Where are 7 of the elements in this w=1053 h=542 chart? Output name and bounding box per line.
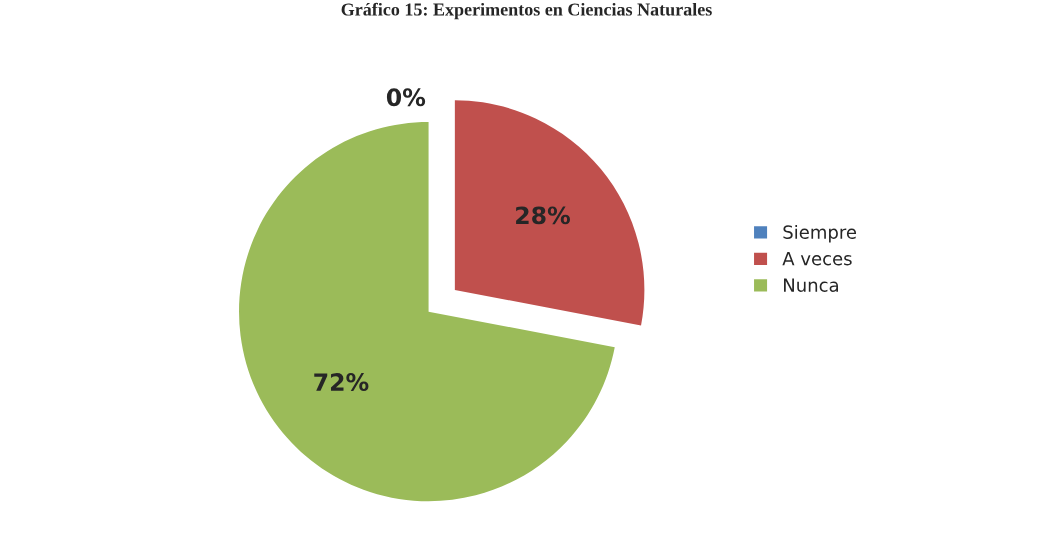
data-label: 28% bbox=[516, 206, 570, 225]
legend-label: Siempre bbox=[783, 224, 857, 243]
data-label: 72% bbox=[314, 373, 369, 391]
legend-label: Nunca bbox=[784, 278, 838, 292]
legend-label: A veces bbox=[782, 251, 852, 266]
text: 0% bbox=[386, 88, 426, 107]
chart-title: Gráfico 15: Experimentos en Ciencias Naturales bbox=[341, 2, 712, 20]
